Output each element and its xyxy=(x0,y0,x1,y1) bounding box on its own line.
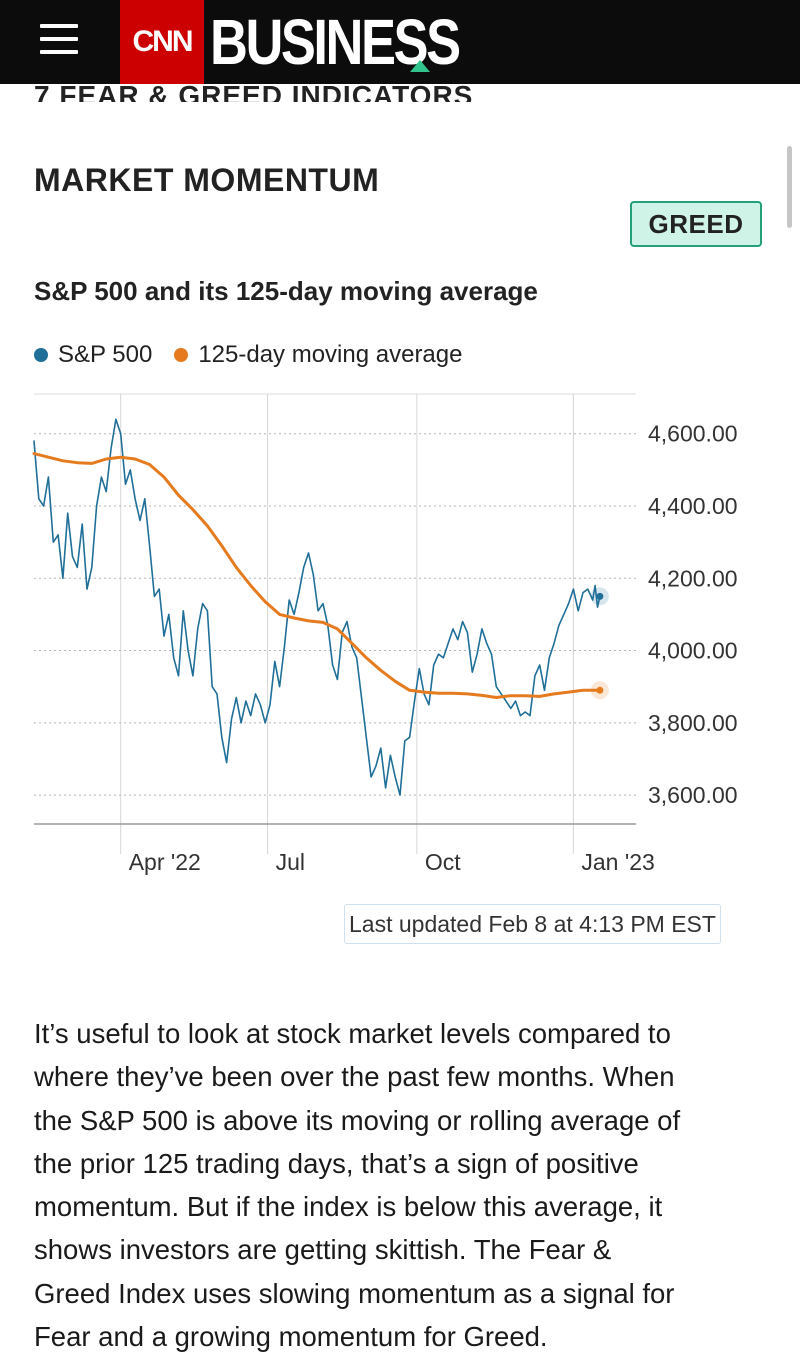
body-line: where they’ve been over the past few mon… xyxy=(34,1061,675,1093)
indicators-heading: 7 FEAR & GREED INDICATORS xyxy=(34,80,474,102)
body-line: It’s useful to look at stock market leve… xyxy=(34,1018,671,1049)
body-line: the S&P 500 is above its moving or rolli… xyxy=(34,1104,681,1136)
chart-title: S&P 500 and its 125-day moving average xyxy=(34,276,538,306)
legend-item-sp500: S&P 500 xyxy=(34,341,152,369)
legend-label-sp500: S&P 500 xyxy=(58,341,153,368)
sp500-chart[interactable]: Apr '22 Jul Oct Jan '23 4,600.00 4,400.00 4,20… xyxy=(0,380,800,900)
chart-legend: S&P 500 125-day moving average xyxy=(34,340,484,370)
series-end-point xyxy=(596,686,604,694)
y-tick-label: 4,200.00 xyxy=(648,565,738,591)
series-line-sp500 xyxy=(33,418,601,796)
x-tick-label: Jul xyxy=(276,849,305,875)
site-header: CNN BUSINESS xyxy=(0,0,800,84)
body-line: momentum. But if the index is below this… xyxy=(34,1191,663,1223)
legend-dot-moving-average xyxy=(174,348,189,362)
y-tick-label: 3,600.00 xyxy=(648,782,738,808)
momentum-description: It’s useful to look at stock market leve… xyxy=(34,1012,774,1358)
last-updated-label: Last updated Feb 8 at 4:13 PM EST xyxy=(344,904,721,944)
y-tick-label: 3,800.00 xyxy=(648,710,738,736)
series-line-moving-average xyxy=(32,452,602,699)
legend-item-moving-average: 125-day moving average xyxy=(174,341,462,369)
legend-dot-sp500 xyxy=(34,348,48,362)
scrollbar-thumb[interactable] xyxy=(787,146,792,228)
brand-triangle-icon xyxy=(410,60,430,72)
x-tick-label: Oct xyxy=(425,849,461,875)
y-tick-label: 4,600.00 xyxy=(648,421,738,447)
greed-badge: GREED xyxy=(630,201,762,247)
legend-label-moving-average: 125-day moving average xyxy=(198,341,463,368)
body-line: shows investors are getting skittish. Th… xyxy=(34,1234,612,1266)
body-line: Fear and a growing momentum for Greed. xyxy=(34,1321,548,1353)
cnn-logo-text: CNN xyxy=(132,25,194,58)
body-line: the prior 125 trading days, that’s a sig… xyxy=(34,1147,639,1179)
y-tick-label: 4,000.00 xyxy=(648,638,738,664)
series-end-point xyxy=(596,592,604,600)
hamburger-menu-icon[interactable] xyxy=(40,22,78,58)
x-tick-label: Jan '23 xyxy=(581,849,654,875)
y-tick-label: 4,400.00 xyxy=(648,493,738,519)
cnn-logo[interactable]: CNN xyxy=(120,0,204,84)
section-title: MARKET MOMENTUM xyxy=(34,162,380,198)
x-tick-label: Apr '22 xyxy=(129,849,201,875)
body-line: Greed Index uses slowing momentum as a s… xyxy=(34,1277,675,1309)
